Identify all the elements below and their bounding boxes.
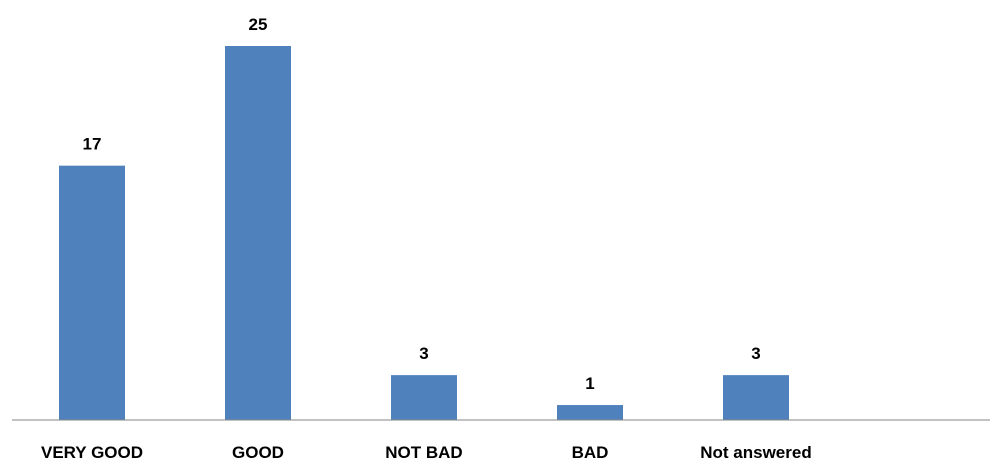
data-labels-group: 17 25 3 1 3 <box>83 15 761 393</box>
bar-good <box>225 46 291 420</box>
bars-group <box>59 46 789 420</box>
bar-very-good <box>59 165 125 420</box>
bar-not-bad <box>391 375 457 420</box>
data-label-not-answered: 3 <box>751 344 760 363</box>
x-tick-label-not-bad: NOT BAD <box>385 443 462 462</box>
bar-not-answered <box>723 375 789 420</box>
x-tick-label-bad: BAD <box>572 443 609 462</box>
x-tick-label-good: GOOD <box>232 443 284 462</box>
data-label-good: 25 <box>249 15 268 34</box>
x-tick-label-not-answered: Not answered <box>700 443 811 462</box>
data-label-bad: 1 <box>585 374 594 393</box>
x-tick-label-very-good: VERY GOOD <box>41 443 143 462</box>
data-label-not-bad: 3 <box>419 344 428 363</box>
bar-bad <box>557 405 623 420</box>
x-tick-labels-group: VERY GOOD GOOD NOT BAD BAD Not answered <box>41 443 812 462</box>
data-label-very-good: 17 <box>83 135 102 154</box>
